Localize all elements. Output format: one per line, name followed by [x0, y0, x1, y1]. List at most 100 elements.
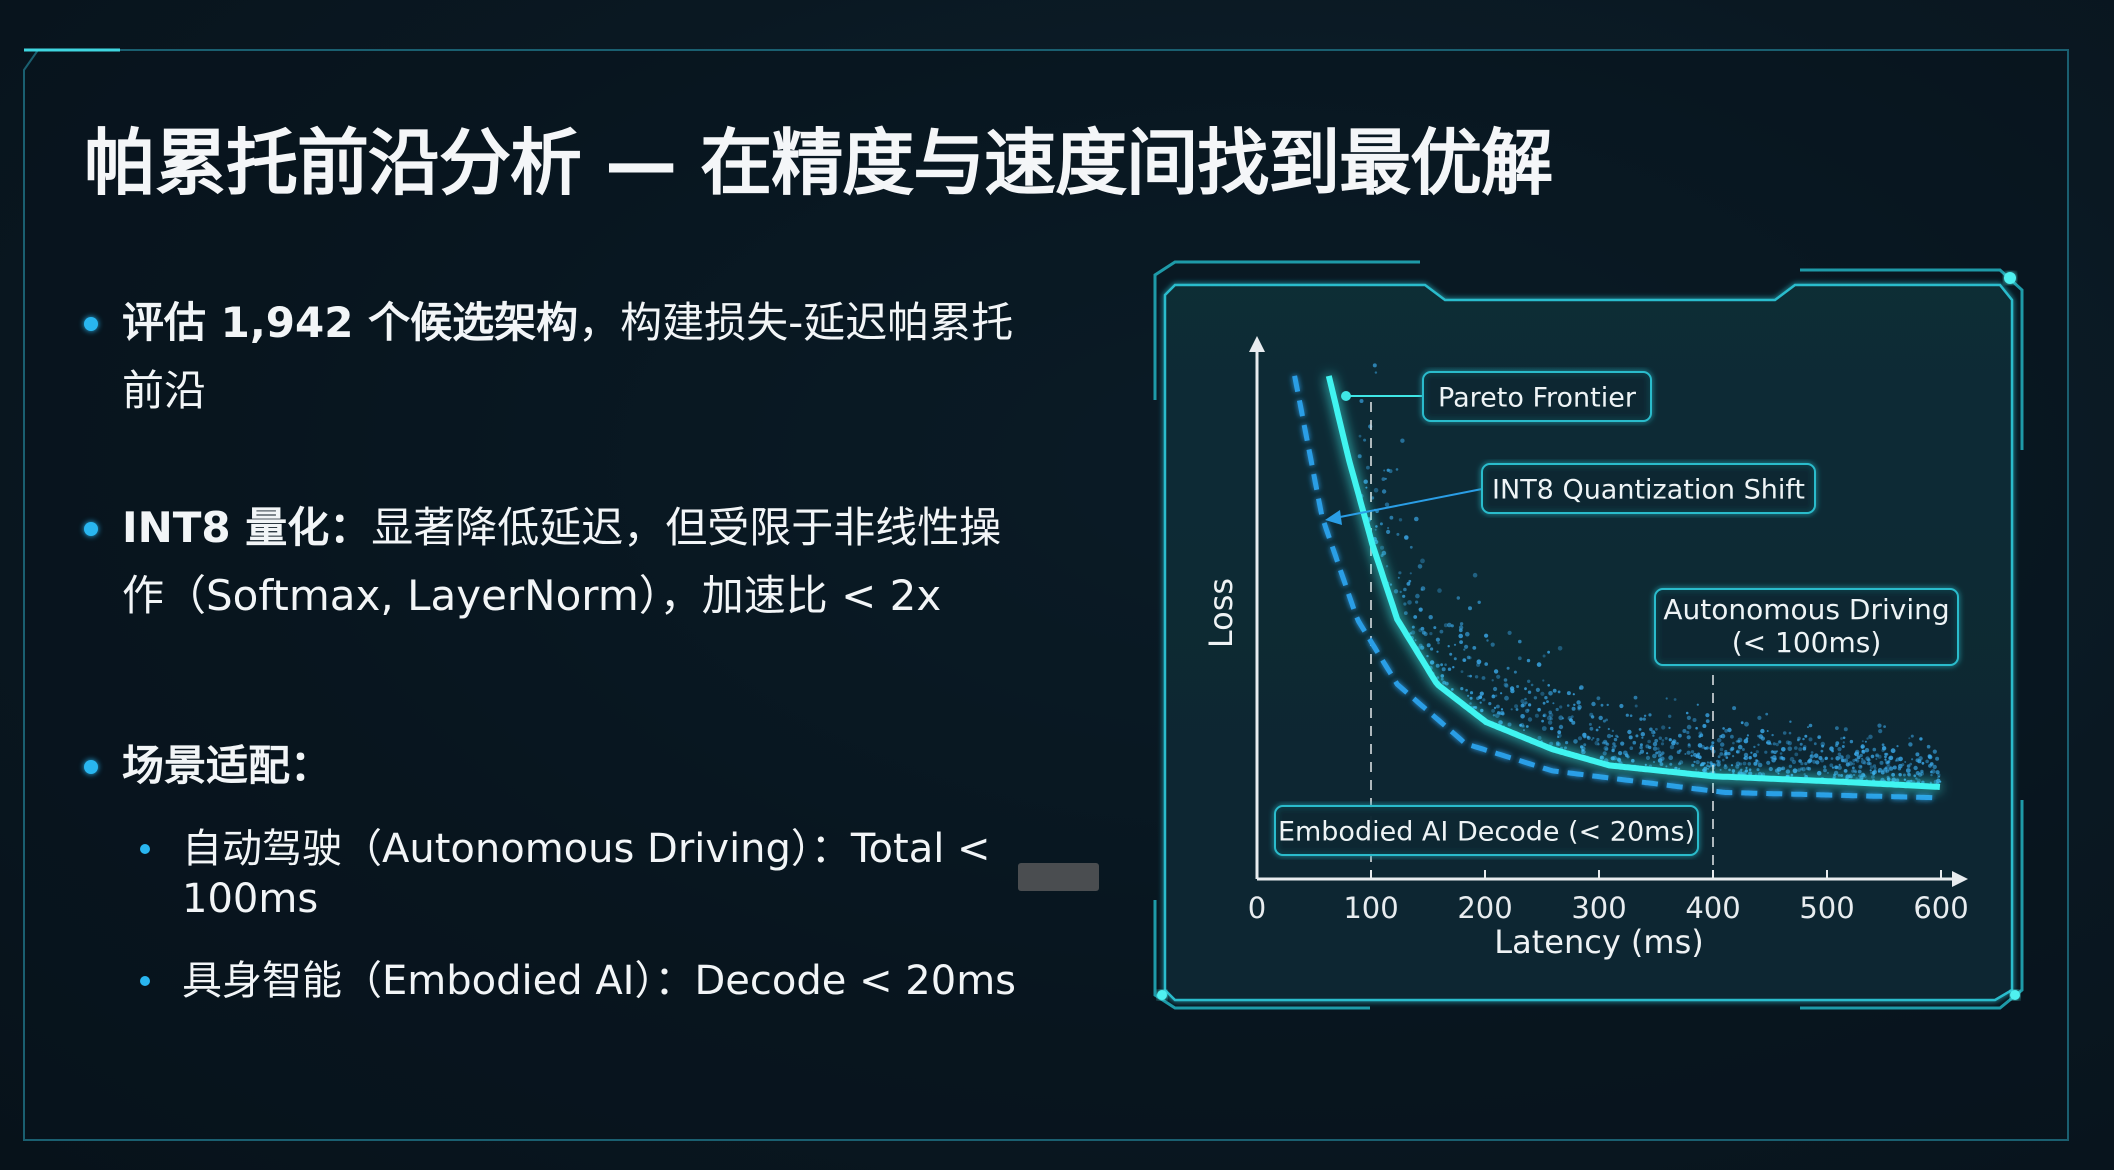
scatter-point	[1557, 742, 1561, 746]
scatter-point	[1851, 769, 1855, 773]
scatter-point	[1535, 687, 1540, 693]
scatter-point	[1843, 758, 1849, 763]
scatter-point	[1469, 691, 1474, 695]
scatter-point	[1526, 658, 1531, 663]
scatter-point	[1577, 736, 1583, 741]
scatter-point	[1602, 751, 1607, 756]
scatter-point	[1420, 645, 1425, 650]
scatter-point	[1747, 762, 1752, 766]
scatter-point	[1492, 694, 1495, 697]
scatter-point	[1365, 486, 1368, 489]
scatter-point	[1695, 726, 1698, 730]
scatter-point	[1468, 606, 1472, 611]
scatter-point	[1486, 639, 1489, 642]
scatter-point	[1420, 558, 1425, 564]
scatter-point	[1566, 691, 1571, 696]
scatter-point	[1606, 703, 1609, 707]
scatter-point	[1490, 642, 1495, 647]
scatter-point	[1732, 706, 1737, 711]
scatter-point	[1842, 741, 1845, 744]
scatter-point	[1409, 632, 1412, 635]
scatter-point	[1380, 554, 1384, 557]
scatter-point	[1735, 761, 1741, 767]
scatter-point	[1837, 747, 1842, 752]
scatter-point	[1542, 654, 1546, 658]
scatter-point	[1669, 744, 1675, 750]
scatter-point	[1406, 582, 1411, 586]
scatter-point	[1517, 656, 1522, 661]
scatter-point	[1719, 768, 1722, 771]
scatter-point	[1576, 700, 1581, 705]
scatter-point	[1794, 752, 1799, 757]
scatter-point	[1409, 572, 1412, 575]
scatter-point	[1493, 706, 1497, 709]
scatter-point	[1463, 659, 1466, 662]
int8-arrow	[1334, 488, 1483, 519]
scatter-point	[1684, 753, 1687, 755]
scatter-point	[1466, 655, 1471, 660]
scatter-point	[1645, 755, 1651, 761]
scatter-point	[1541, 719, 1544, 723]
scatter-point	[1882, 746, 1887, 751]
scatter-point	[1785, 740, 1790, 745]
scatter-point	[1395, 468, 1399, 471]
scatter-point	[1737, 739, 1741, 743]
scatter-point	[1685, 711, 1689, 715]
scatter-point	[1526, 708, 1530, 712]
scatter-point	[1928, 754, 1933, 760]
scatter-point	[1705, 713, 1710, 718]
scatter-point	[1469, 674, 1472, 678]
scatter-point	[1366, 465, 1370, 470]
scatter-point	[1875, 753, 1880, 758]
scatter-point	[1460, 687, 1464, 691]
scatter-point	[1816, 770, 1822, 776]
scatter-point	[1493, 686, 1498, 692]
scatter-point	[1854, 770, 1858, 774]
scatter-point	[1552, 702, 1555, 705]
scatter-point	[1460, 670, 1464, 673]
scatter-point	[1506, 666, 1510, 670]
scatter-point	[1668, 738, 1672, 742]
corner-light	[1157, 990, 1167, 1000]
scatter-point	[1673, 698, 1677, 701]
scatter-point	[1732, 741, 1735, 745]
scatter-point	[1820, 749, 1824, 753]
scatter-point	[1717, 760, 1721, 764]
scatter-point	[1742, 761, 1747, 766]
scatter-point	[1678, 762, 1681, 766]
scatter-point	[1513, 670, 1517, 674]
scatter-point	[1835, 741, 1840, 745]
scatter-point	[1808, 723, 1813, 728]
scatter-point	[1379, 522, 1383, 526]
scatter-point	[1832, 775, 1837, 779]
scatter-point	[1724, 764, 1727, 767]
scatter-point	[1861, 749, 1865, 753]
scatter-point	[1690, 750, 1695, 754]
scatter-point	[1450, 624, 1454, 628]
scatter-point	[1709, 761, 1713, 765]
scatter-point	[1386, 468, 1390, 472]
scatter-point	[1840, 755, 1845, 759]
corner-light	[2004, 272, 2016, 284]
scatter-point	[1478, 695, 1482, 700]
scatter-point	[1525, 725, 1529, 728]
scatter-point	[1716, 762, 1721, 767]
scatter-point	[1842, 736, 1846, 740]
scatter-point	[1561, 717, 1565, 720]
scatter-point	[1834, 765, 1838, 769]
scatter-point	[1918, 756, 1923, 761]
scatter-point	[1720, 742, 1725, 747]
scatter-point	[1542, 713, 1547, 718]
scatter-point	[1781, 756, 1786, 761]
scatter-point	[1797, 736, 1801, 741]
scatter-point	[1696, 703, 1699, 706]
scatter-point	[1639, 745, 1643, 750]
scatter-point	[1907, 772, 1912, 777]
scatter-point	[1885, 752, 1889, 756]
scatter-point	[1452, 666, 1455, 669]
scatter-point	[1854, 751, 1859, 757]
scatter-point	[1911, 758, 1914, 761]
scatter-point	[1651, 730, 1656, 735]
scatter-point	[1682, 729, 1687, 733]
scatter-point	[1641, 736, 1644, 739]
